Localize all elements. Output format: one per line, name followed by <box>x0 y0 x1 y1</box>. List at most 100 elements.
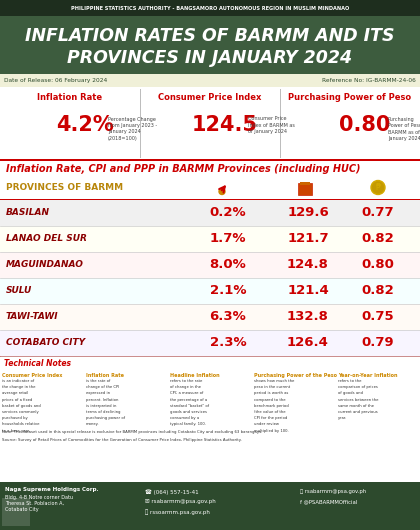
Text: 132.8: 132.8 <box>287 310 329 323</box>
Text: 0.79: 0.79 <box>362 336 394 349</box>
Text: the change in the: the change in the <box>2 385 35 389</box>
Text: 4.2%: 4.2% <box>56 115 114 135</box>
Text: 2.1%: 2.1% <box>210 284 246 297</box>
Text: of January 2024: of January 2024 <box>248 129 287 135</box>
FancyBboxPatch shape <box>0 482 420 530</box>
Text: PHILIPPINE STATISTICS AUTHORITY - BANGSAMORO AUTONOMOUS REGION IN MUSLIM MINDANA: PHILIPPINE STATISTICS AUTHORITY - BANGSA… <box>71 5 349 11</box>
Text: terms of declining: terms of declining <box>86 410 121 414</box>
Text: (2018=100): (2018=100) <box>108 136 138 141</box>
Text: Consumer Price Index: Consumer Price Index <box>2 373 63 378</box>
Text: Percentage Change: Percentage Change <box>108 117 156 121</box>
Text: 🌐 rssoarmm.psa.gov.ph: 🌐 rssoarmm.psa.gov.ph <box>145 509 210 515</box>
Text: change of the CPI: change of the CPI <box>86 385 119 389</box>
Text: expressed in: expressed in <box>86 391 110 395</box>
Text: 121.4: 121.4 <box>287 284 329 297</box>
Text: Purchasing Power of the Peso: Purchasing Power of the Peso <box>254 373 337 378</box>
Text: LANAO DEL SUR: LANAO DEL SUR <box>6 234 87 243</box>
Text: current and previous: current and previous <box>338 410 378 414</box>
FancyBboxPatch shape <box>0 74 420 87</box>
Text: ✉ rsabarmm@psa.gov.ph: ✉ rsabarmm@psa.gov.ph <box>145 499 216 505</box>
Text: refers to the: refers to the <box>338 379 361 383</box>
FancyBboxPatch shape <box>0 87 420 159</box>
Text: SULU: SULU <box>6 286 32 295</box>
Text: 6.3%: 6.3% <box>210 310 247 323</box>
Text: TAWI-TAWI: TAWI-TAWI <box>6 312 59 321</box>
Text: CPI for the period: CPI for the period <box>254 416 287 420</box>
Text: services commonly: services commonly <box>2 410 39 414</box>
Text: same month of the: same month of the <box>338 404 374 408</box>
Text: Source: Survey of Retail Prices of Commodities for the Generation of Consumer Pr: Source: Survey of Retail Prices of Commo… <box>2 438 242 442</box>
Text: January 2024: January 2024 <box>108 129 141 135</box>
Text: Inflation Rate: Inflation Rate <box>86 373 124 378</box>
Circle shape <box>371 181 385 195</box>
FancyBboxPatch shape <box>298 182 312 195</box>
FancyBboxPatch shape <box>0 304 420 330</box>
Text: Consumer Price: Consumer Price <box>248 117 286 121</box>
Text: benchmark period: benchmark period <box>254 404 289 408</box>
Text: CPI; a measure of: CPI; a measure of <box>170 391 203 395</box>
Text: 0.82: 0.82 <box>362 232 394 245</box>
Text: purchased by: purchased by <box>2 416 28 420</box>
Text: 1.7%: 1.7% <box>210 232 246 245</box>
Text: Bldg. 4-B Notre corner Datu: Bldg. 4-B Notre corner Datu <box>5 494 73 499</box>
Text: is interpreted in: is interpreted in <box>86 404 116 408</box>
FancyBboxPatch shape <box>0 159 420 161</box>
Text: f @PSABARMMOfficial: f @PSABARMMOfficial <box>300 499 357 505</box>
FancyBboxPatch shape <box>0 225 420 252</box>
Text: Purchasing Power of Peso: Purchasing Power of Peso <box>289 93 412 102</box>
Text: BASILAN: BASILAN <box>6 208 50 217</box>
Text: 0.82: 0.82 <box>362 284 394 297</box>
Text: Inflation Rate: Inflation Rate <box>37 93 102 102</box>
Text: shows how much the: shows how much the <box>254 379 294 383</box>
Circle shape <box>373 182 383 193</box>
Text: Date of Release: 06 February 2024: Date of Release: 06 February 2024 <box>4 78 107 83</box>
Text: average retail: average retail <box>2 391 29 395</box>
FancyBboxPatch shape <box>0 278 420 304</box>
Text: Year-on-Year Inflation: Year-on-Year Inflation <box>338 373 397 378</box>
Text: Power of Peso of: Power of Peso of <box>388 123 420 128</box>
Text: 0.80: 0.80 <box>362 258 394 271</box>
Text: is the rate of: is the rate of <box>86 379 110 383</box>
Text: 2.3%: 2.3% <box>210 336 246 349</box>
FancyBboxPatch shape <box>0 252 420 278</box>
Text: basket of goods and: basket of goods and <box>2 404 41 408</box>
Text: Index of BARMM as: Index of BARMM as <box>248 123 295 128</box>
Text: Theresa St. Poblacion A,: Theresa St. Poblacion A, <box>5 500 64 506</box>
Text: year.: year. <box>338 416 347 420</box>
FancyBboxPatch shape <box>0 161 420 176</box>
Text: INFLATION RATES OF BARMM AND ITS: INFLATION RATES OF BARMM AND ITS <box>25 27 395 45</box>
FancyBboxPatch shape <box>300 181 310 184</box>
FancyBboxPatch shape <box>0 356 420 357</box>
Text: compared to the: compared to the <box>254 398 286 402</box>
Text: ☎ (064) 557-15-41: ☎ (064) 557-15-41 <box>145 489 199 495</box>
Text: the percentage of a: the percentage of a <box>170 398 207 402</box>
Text: 📷 rsabarmm@psa.gov.ph: 📷 rsabarmm@psa.gov.ph <box>300 490 366 494</box>
Text: PROVINCES IN JANUARY 2024: PROVINCES IN JANUARY 2024 <box>68 49 352 67</box>
FancyBboxPatch shape <box>0 330 420 356</box>
Text: peso in the current: peso in the current <box>254 385 290 389</box>
Text: 0.75: 0.75 <box>362 310 394 323</box>
Text: multiplied by 100.: multiplied by 100. <box>254 429 289 432</box>
Text: Note: The dataset used in this special release is exclusive for BARMM provinces : Note: The dataset used in this special r… <box>2 430 262 434</box>
FancyBboxPatch shape <box>2 498 30 526</box>
Text: under review: under review <box>254 422 279 427</box>
Text: is an indicator of: is an indicator of <box>2 379 34 383</box>
FancyBboxPatch shape <box>0 16 420 74</box>
Text: comparison of prices: comparison of prices <box>338 385 378 389</box>
Text: 129.6: 129.6 <box>287 206 329 219</box>
Text: ₱: ₱ <box>375 183 381 192</box>
Text: Naga Supreme Holdings Corp.: Naga Supreme Holdings Corp. <box>5 488 99 492</box>
Text: 124.8: 124.8 <box>287 258 329 271</box>
Text: refers to the rate: refers to the rate <box>170 379 202 383</box>
Text: (the value of the: (the value of the <box>254 410 286 414</box>
Text: period is worth as: period is worth as <box>254 391 289 395</box>
Text: services between the: services between the <box>338 398 378 402</box>
Text: Inflation Rate, CPI and PPP in BARMM Provinces (including HUC): Inflation Rate, CPI and PPP in BARMM Pro… <box>6 163 360 173</box>
Text: 126.4: 126.4 <box>287 336 329 349</box>
Text: from January 2023 -: from January 2023 - <box>108 123 157 128</box>
Text: money.: money. <box>86 422 100 427</box>
Text: Consumer Price Index: Consumer Price Index <box>158 93 262 102</box>
Text: 0.77: 0.77 <box>362 206 394 219</box>
Text: 0.2%: 0.2% <box>210 206 246 219</box>
Text: purchasing power of: purchasing power of <box>86 416 125 420</box>
